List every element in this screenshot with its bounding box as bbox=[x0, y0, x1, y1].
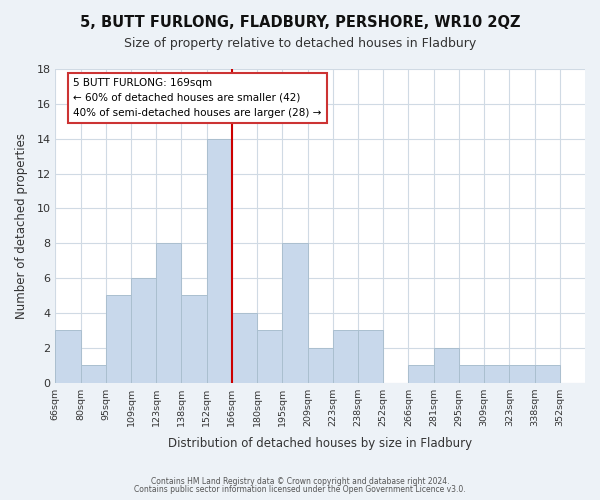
Bar bbox=[308, 348, 333, 382]
Bar bbox=[509, 365, 535, 382]
Bar bbox=[283, 243, 308, 382]
Bar bbox=[535, 365, 560, 382]
Text: Contains HM Land Registry data © Crown copyright and database right 2024.: Contains HM Land Registry data © Crown c… bbox=[151, 477, 449, 486]
Text: 5 BUTT FURLONG: 169sqm
← 60% of detached houses are smaller (42)
40% of semi-det: 5 BUTT FURLONG: 169sqm ← 60% of detached… bbox=[73, 78, 322, 118]
Bar bbox=[333, 330, 358, 382]
Bar bbox=[257, 330, 283, 382]
Bar bbox=[434, 348, 459, 382]
Bar bbox=[206, 138, 232, 382]
Bar bbox=[131, 278, 156, 382]
Y-axis label: Number of detached properties: Number of detached properties bbox=[15, 133, 28, 319]
Bar bbox=[358, 330, 383, 382]
Bar bbox=[55, 330, 80, 382]
Text: Size of property relative to detached houses in Fladbury: Size of property relative to detached ho… bbox=[124, 38, 476, 51]
Text: Contains public sector information licensed under the Open Government Licence v3: Contains public sector information licen… bbox=[134, 485, 466, 494]
Bar bbox=[484, 365, 509, 382]
Text: 5, BUTT FURLONG, FLADBURY, PERSHORE, WR10 2QZ: 5, BUTT FURLONG, FLADBURY, PERSHORE, WR1… bbox=[80, 15, 520, 30]
X-axis label: Distribution of detached houses by size in Fladbury: Distribution of detached houses by size … bbox=[168, 437, 472, 450]
Bar bbox=[80, 365, 106, 382]
Bar bbox=[409, 365, 434, 382]
Bar bbox=[181, 296, 206, 382]
Bar bbox=[156, 243, 181, 382]
Bar bbox=[106, 296, 131, 382]
Bar bbox=[459, 365, 484, 382]
Bar bbox=[232, 313, 257, 382]
